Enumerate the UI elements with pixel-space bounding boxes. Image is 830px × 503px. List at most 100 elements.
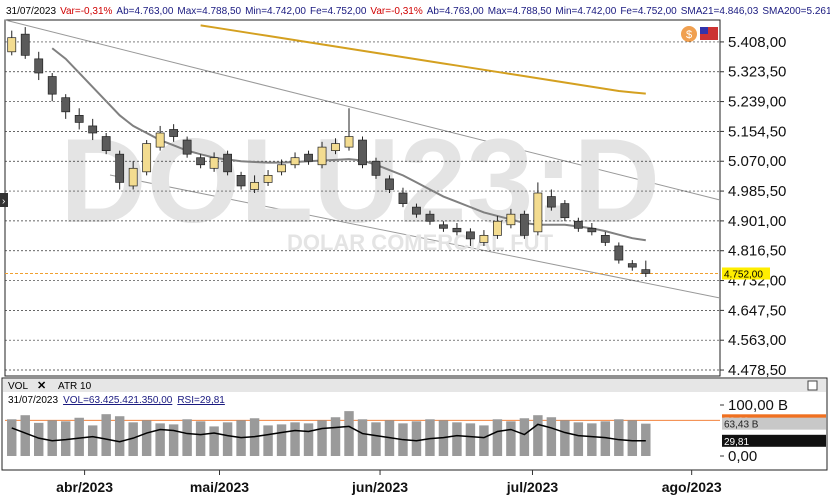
header-value: Var=-0,31% [60,6,112,17]
candle-body [398,192,408,204]
last-price-label: 4.752,00 [724,269,763,280]
candle-body [196,157,206,166]
header-value: Ab=4.763,00 [427,6,484,17]
close-icon[interactable]: ✕ [37,380,46,392]
x-tick-label: jul/2023 [506,479,559,495]
volume-last-label: 63,43 B [724,420,759,431]
volume-bar [546,417,557,456]
candle-body [466,231,475,240]
header-value: Fe=4.752,00 [620,6,677,17]
indicator-header: VOL=63.425.421.350,00 [63,395,173,406]
rsi-last-label: 29,81 [724,437,749,448]
watermark-subtitle: DOLAR COMERCIAL FUT [287,230,554,255]
candle-body [20,33,30,56]
candle-body [142,143,152,173]
candle-body [128,167,138,187]
candle-body [385,178,394,190]
volume-bar [128,422,138,456]
candle-body [317,146,327,166]
candle-body [331,143,340,151]
candle-body [479,235,489,243]
y-tick-label: 5.070,00 [728,153,786,170]
candle-body [115,153,125,183]
y-tick-label: 5.408,00 [728,34,786,51]
volume-bar [330,417,341,456]
x-tick-label: abr/2023 [56,479,113,495]
candle-body [182,139,192,155]
candle-body [263,175,273,183]
candle-body [169,129,179,137]
header-value: SMA21=4.846,03 [681,6,759,17]
volume-bar [60,421,71,456]
rsi-line [11,423,646,443]
volume-bar [465,423,476,456]
volume-bar [614,419,624,456]
candle-body [47,76,57,95]
panel-tab[interactable]: ATR 10 [58,381,92,392]
maximize-button[interactable] [807,380,818,391]
y-tick-label: 0,00 [728,448,757,465]
volume-bar [276,424,287,456]
side-toggle-arrow[interactable]: › [2,196,5,207]
y-tick-label: 4.985,50 [728,183,786,200]
side-toggle[interactable] [0,193,8,207]
channel-line [4,19,721,201]
header-value: Max=4.788,50 [488,6,552,17]
volume-bar [222,422,233,456]
candle-body [587,227,597,233]
candle-body [573,220,583,229]
currency-icon [681,26,697,42]
candle-body [101,136,111,151]
volume-bar [47,420,57,456]
channel-line [109,174,721,299]
candle-body [88,125,98,134]
volume-last-box [722,417,826,430]
candle-body [641,269,651,274]
indicator-header: RSI=29,81 [177,395,225,406]
volume-bar [141,420,152,456]
candle-body [412,206,421,215]
volume-bar [20,415,30,456]
volume-bar [506,421,516,456]
volume-bar [573,422,584,456]
candle-body [358,139,367,166]
candle-body [371,160,381,176]
y-tick-label: 4.647,50 [728,302,786,319]
volume-bar [303,423,314,456]
indicator-header: 31/07/2023 [8,395,58,406]
volume-bar [7,419,17,456]
candle-body [519,213,529,236]
volume-bar [452,422,462,456]
candle-body [209,157,219,169]
candle-body [600,235,610,243]
volume-bar [344,411,354,456]
candle-body [614,245,624,261]
candle-body [439,224,448,229]
candle-body [344,136,354,148]
y-tick-label: 5.323,50 [728,64,786,81]
volume-bar [34,422,44,456]
volume-bar [411,421,422,456]
volume-bar [641,423,651,456]
y-tick-label: 4.901,00 [728,213,786,230]
volume-bar [182,419,192,456]
candle-body [304,153,313,162]
y-tick-label: 4.816,50 [728,243,786,260]
y-tick-label: 100,00 B [728,397,788,414]
candle-body [61,97,71,113]
moving-average-line [51,47,646,242]
currency-symbol: $ [686,29,692,41]
header-value: Min=4.742,00 [245,6,306,17]
candle-body [506,213,516,226]
volume-bar [492,419,503,456]
header-value: Ab=4.763,00 [116,6,173,17]
candle-body [155,132,165,148]
volume-bar [371,422,381,456]
y-tick-label: 4.563,00 [728,332,786,349]
header-value: 31/07/2023 [6,6,56,17]
panel-tab[interactable]: VOL [8,381,28,392]
header-value: SMA200=5.261,42 [762,6,830,17]
volume-bar [155,423,165,456]
